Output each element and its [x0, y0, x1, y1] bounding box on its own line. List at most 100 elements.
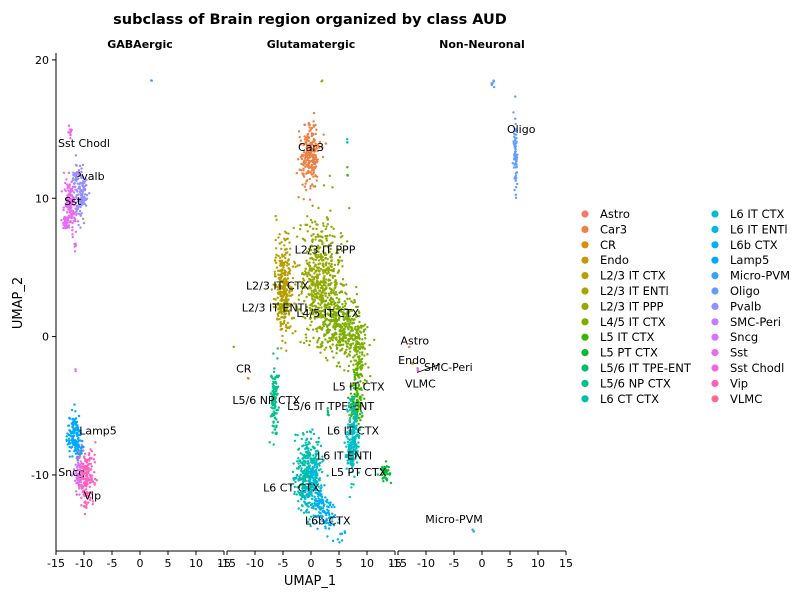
- cell-point: [345, 445, 348, 448]
- cell-point: [62, 217, 66, 221]
- legend-label: Vip: [730, 376, 748, 390]
- cell-point: [93, 482, 96, 485]
- cell-point: [317, 436, 321, 440]
- cell-point: [316, 296, 319, 300]
- cell-point: [282, 255, 285, 258]
- cell-point: [275, 412, 278, 415]
- cell-point: [337, 308, 340, 312]
- cell-point: [316, 149, 319, 153]
- cell-point: [308, 293, 311, 297]
- cell-point: [320, 502, 323, 505]
- cell-point: [72, 191, 76, 194]
- cell-point: [318, 239, 321, 242]
- cell-point: [313, 464, 316, 467]
- cell-point: [318, 507, 321, 510]
- cell-point: [327, 527, 331, 530]
- cell-point: [313, 317, 317, 320]
- cell-point: [304, 316, 307, 320]
- cell-point: [328, 306, 332, 309]
- cell-point: [74, 188, 77, 191]
- cell-point: [337, 270, 340, 273]
- legend-item: L5 PT CTX: [581, 346, 658, 360]
- cell-point: [310, 234, 313, 237]
- cell-point: [324, 356, 328, 360]
- cell-point: [361, 338, 364, 341]
- cell-point: [369, 374, 372, 378]
- cell-point: [318, 298, 321, 301]
- cell-point: [78, 463, 82, 466]
- cell-point: [314, 504, 317, 507]
- cell-point: [324, 281, 328, 284]
- cell-point: [85, 178, 88, 182]
- cell-point: [75, 421, 78, 424]
- cell-point: [323, 484, 326, 487]
- cell-point: [346, 396, 350, 400]
- cell-point: [75, 194, 78, 197]
- cell-point: [322, 276, 326, 280]
- cell-point: [287, 263, 291, 266]
- legend-swatch: [581, 349, 589, 357]
- cluster-oligo: [511, 95, 519, 200]
- cell-point: [309, 148, 312, 151]
- cell-point: [348, 297, 351, 300]
- cell-point: [338, 335, 341, 339]
- cell-point: [362, 328, 366, 332]
- cell-point: [304, 165, 307, 169]
- cell-point: [358, 330, 362, 333]
- facet-panel-0: GABAergic -15 -10 -5 0 5 10 15 Sst Chodl Pvalb Sst…: [47, 38, 231, 570]
- cell-point: [275, 253, 278, 257]
- cell-point: [350, 409, 354, 412]
- cell-point: [341, 322, 344, 325]
- cell-point: [307, 474, 310, 478]
- cell-point: [353, 439, 356, 442]
- cell-point: [83, 193, 87, 196]
- cluster-pvalb: [74, 154, 91, 229]
- cell-point: [351, 329, 354, 332]
- cell-point: [317, 315, 320, 319]
- cell-point: [323, 303, 327, 306]
- legend-item: L4/5 IT CTX: [581, 315, 666, 329]
- cell-point: [331, 343, 334, 346]
- cell-point: [348, 310, 351, 313]
- cell-point: [353, 348, 356, 351]
- cell-point: [305, 430, 309, 434]
- cell-point: [278, 259, 281, 263]
- cell-point: [286, 237, 289, 240]
- cell-point: [363, 337, 367, 340]
- cell-point: [512, 111, 515, 114]
- x-tick-label: -5: [449, 557, 460, 570]
- cell-point: [280, 270, 283, 273]
- cell-point: [273, 428, 276, 431]
- cell-point: [336, 263, 340, 266]
- cell-point: [310, 481, 314, 485]
- cell-point: [356, 373, 360, 377]
- cell-point: [317, 302, 320, 305]
- cell-point: [75, 431, 79, 435]
- cell-point: [288, 309, 291, 312]
- cell-point: [317, 469, 321, 472]
- cell-point: [304, 488, 307, 491]
- cell-point: [88, 456, 92, 459]
- cell-point: [93, 471, 96, 474]
- cell-point: [280, 297, 283, 300]
- cell-point: [310, 134, 313, 138]
- cell-point: [320, 301, 323, 305]
- cell-point: [74, 201, 78, 204]
- cell-point: [357, 336, 361, 339]
- cell-point: [334, 328, 337, 331]
- cell-point: [68, 216, 72, 219]
- cluster-label: L2/3 IT PPP: [295, 243, 356, 256]
- cell-point: [311, 328, 315, 331]
- cell-point: [306, 170, 309, 174]
- cell-point: [80, 496, 83, 500]
- cell-point: [387, 465, 390, 469]
- legend-label: L5/6 IT TPE-ENT: [600, 361, 692, 375]
- cell-point: [304, 333, 308, 336]
- cell-point: [68, 183, 71, 186]
- cell-point: [69, 201, 73, 204]
- cell-point: [73, 472, 76, 475]
- cell-point: [284, 251, 288, 255]
- cell-point: [335, 351, 338, 355]
- cell-point: [62, 222, 65, 225]
